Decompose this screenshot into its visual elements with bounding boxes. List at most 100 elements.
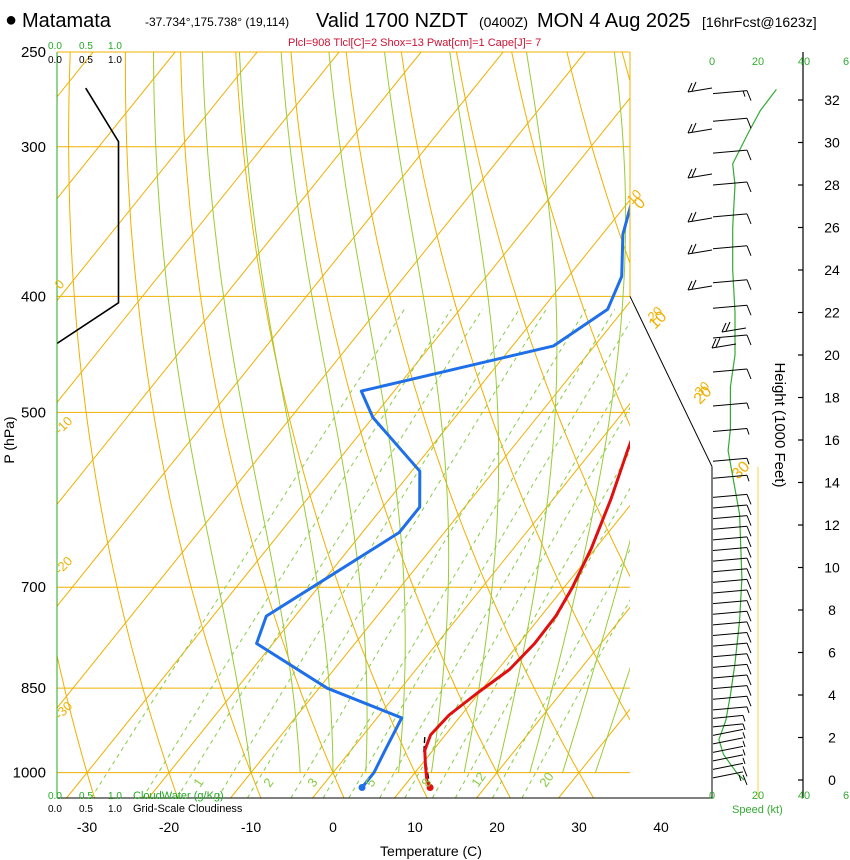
x-tick-label: -30	[77, 819, 97, 835]
wind-barb-full	[746, 685, 752, 696]
mixing-ratio-line	[90, 308, 405, 798]
wind-barb-staff	[712, 245, 748, 250]
wind-barb-staff	[712, 706, 748, 711]
isotherm-line	[57, 52, 422, 506]
wind-barb-staff	[712, 674, 748, 679]
wind-barb-staff	[712, 685, 748, 690]
moist-adiabat-line	[374, 52, 450, 773]
wind-barb-staff	[712, 181, 748, 186]
x-tick-label: 40	[653, 819, 669, 835]
pressure-tick-label: 250	[21, 44, 46, 61]
height-tick-label: 30	[824, 135, 840, 151]
wind-barb-staff	[712, 578, 748, 583]
dry-adiabat-line	[400, 52, 630, 721]
wind-barb-staff	[712, 714, 744, 719]
wind-barb-full	[746, 642, 752, 654]
wind-barb-half	[742, 732, 746, 739]
height-tick-label: 10	[824, 560, 840, 576]
upper-wind-barb	[711, 337, 737, 349]
dry-adiabat-line	[180, 52, 345, 798]
wind-barb-staff	[712, 771, 744, 779]
wind-barb	[712, 762, 748, 777]
speed-tick-top: 6	[843, 56, 849, 68]
surface-dewpoint-dot	[358, 783, 366, 791]
speed-tick-bottom: 40	[798, 790, 810, 802]
wind-barb-full	[746, 90, 752, 101]
pressure-tick-label: 1000	[13, 765, 46, 782]
height-tick-label: 12	[824, 517, 840, 533]
wind-barb	[712, 695, 752, 707]
isotherm-line	[394, 504, 630, 798]
mixing-ratio-line	[431, 450, 630, 798]
speed-tick-top: 0	[709, 56, 715, 68]
isotherm-line	[148, 199, 630, 798]
wind-barb-full	[746, 213, 752, 225]
isotherm-label: -20	[52, 553, 76, 577]
wind-barb	[712, 568, 752, 579]
dry-adiabat-line	[124, 52, 262, 798]
upper-wind-barb	[687, 167, 713, 179]
wind-barb	[712, 632, 752, 643]
wind-barb-staff	[712, 695, 748, 700]
moist-adiabat-line	[145, 52, 252, 773]
wind-panel: 0246810121416182022242628303200202040406…	[687, 52, 849, 802]
cloudwater-tick-1: 0.5	[79, 791, 93, 802]
speed-tick-bottom: 0	[709, 790, 715, 802]
wind-speed-line	[718, 89, 777, 781]
wind-barb	[712, 706, 750, 714]
wind-barb	[712, 213, 752, 225]
isotherm-line	[230, 301, 630, 798]
upper-wind-barb	[687, 81, 713, 93]
wind-barb-staff	[712, 493, 748, 498]
wind-barb-full	[746, 632, 752, 643]
upper-wind-barb-staff	[687, 173, 713, 179]
wind-barb	[712, 663, 752, 675]
height-tick-label: 0	[828, 772, 836, 788]
cloudiness-tick-2: 1.0	[108, 804, 122, 815]
upper-wind-barb	[687, 211, 713, 223]
x-tick-label: 20	[489, 819, 505, 835]
height-connector-line	[629, 296, 713, 467]
isotherm-label: -10	[52, 413, 76, 437]
wind-barb-staff	[712, 621, 748, 626]
mixing-ratio-label: 2	[260, 775, 276, 790]
cloudwater-legend: CloudWater (g/Kg)	[133, 790, 224, 802]
wind-barb-staff	[712, 515, 748, 520]
upper-wind-barb-staff	[687, 87, 713, 93]
upper-wind-barb-flag	[687, 168, 693, 179]
height-tick-label: 6	[828, 645, 836, 661]
wind-barb-staff	[712, 402, 748, 407]
wind-barb-full	[742, 774, 748, 786]
height-tick-label: 20	[824, 347, 840, 363]
adiabat-label: 30	[729, 458, 754, 483]
mixing-ratio-line	[290, 308, 587, 798]
dry-adiabat-line	[68, 52, 179, 798]
wind-barb-half	[742, 757, 746, 765]
wind-barb-full	[746, 664, 752, 675]
x-tick-label: -10	[241, 819, 261, 835]
wind-barb	[712, 493, 752, 505]
wind-barb	[712, 149, 752, 161]
wind-barb-full	[746, 536, 752, 548]
wind-barb	[712, 653, 752, 664]
wind-barb	[712, 737, 746, 748]
dry-adiabat-line	[566, 52, 630, 265]
pressure-tick-label: 850	[21, 680, 46, 697]
isotherm-label: 0	[52, 276, 68, 292]
mixing-ratio-line	[348, 321, 630, 798]
cloudwater-tick-0: 0.0	[48, 791, 62, 802]
height-tick-label: 8	[828, 602, 836, 618]
isotherm-line	[66, 97, 630, 798]
wind-barb	[712, 685, 752, 696]
mixing-ratio-line	[492, 548, 630, 798]
wind-barb-full	[746, 368, 752, 380]
moist-adiabat-line	[230, 52, 334, 773]
moist-adiabat-line	[439, 52, 500, 773]
wind-barb-full	[746, 653, 752, 664]
height-tick-label: 26	[824, 220, 840, 236]
upper-wind-barb-flag	[687, 244, 693, 255]
upper-wind-barb-staff	[687, 217, 713, 223]
forecast-label: [16hrFcst@1623z]	[702, 14, 817, 30]
pressure-tick-label: 400	[21, 288, 46, 305]
